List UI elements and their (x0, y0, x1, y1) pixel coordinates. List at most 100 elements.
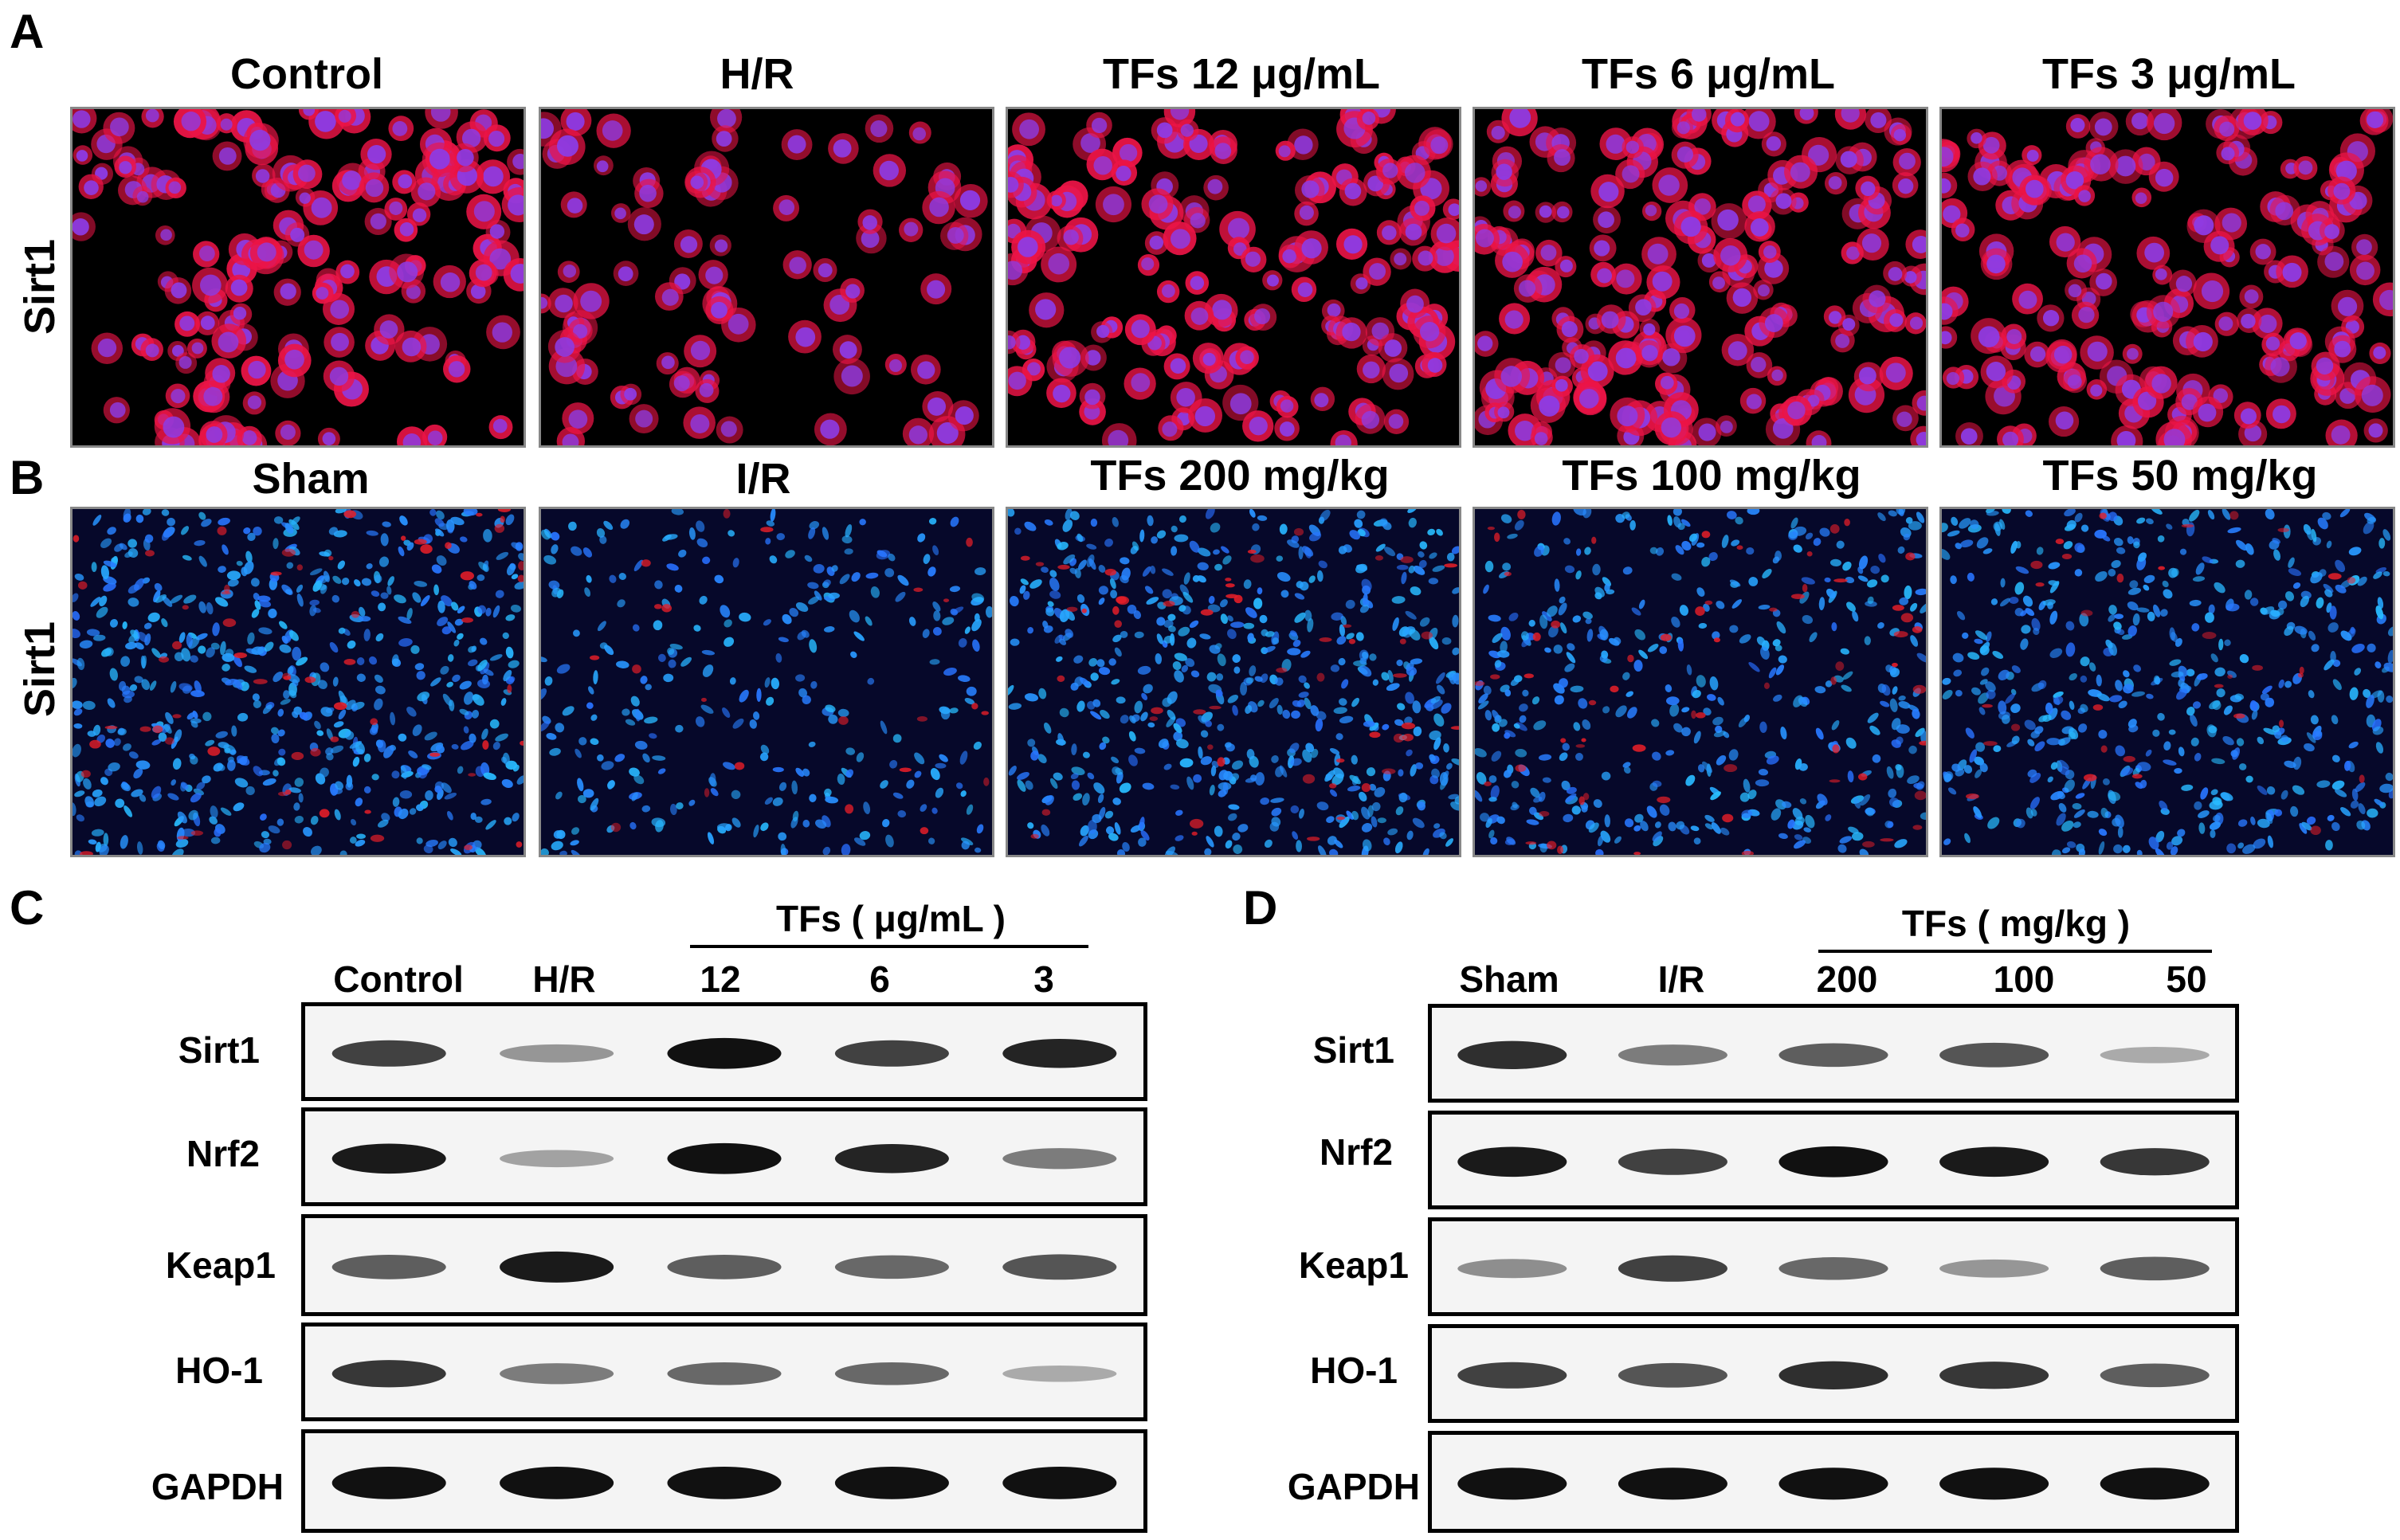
panel-a-image-3 (1006, 107, 1461, 448)
panel_c-band-4-2 (667, 1467, 782, 1499)
panel_c-band-0-3 (834, 1040, 949, 1067)
panel-c-lane-3: 12 (700, 958, 741, 1000)
panel-a-title-2: H/R (720, 50, 794, 98)
panel_c-band-1-1 (500, 1150, 614, 1168)
panel-c-lane-2: H/R (532, 958, 596, 1000)
panel-d-lane-5: 50 (2166, 958, 2207, 1000)
panel-c-lane-4: 6 (869, 958, 890, 1000)
panel_d-band-2-1 (1618, 1255, 1727, 1282)
panel-c-protein-gapdh: GAPDH (151, 1466, 284, 1507)
panel-d-blot-keap1 (1428, 1217, 2239, 1316)
panel-c-blot-nrf2 (301, 1107, 1147, 1206)
panel_c-band-2-2 (667, 1255, 782, 1279)
panel-a-title-5: TFs 3 μg/mL (2041, 50, 2296, 98)
panel_d-band-3-2 (1778, 1361, 1888, 1389)
panel_c-band-0-1 (500, 1044, 614, 1063)
panel_c-band-4-4 (1002, 1467, 1117, 1499)
panel-a-row-label: Sirt1 (16, 238, 64, 335)
panel-b-title-2: I/R (735, 455, 791, 503)
panel_c-band-1-4 (1002, 1148, 1117, 1170)
panel_c-band-0-4 (1002, 1039, 1117, 1068)
panel_c-band-1-2 (667, 1142, 782, 1174)
panel_d-band-3-4 (2100, 1363, 2210, 1388)
panel-d-lane-3: 200 (1816, 958, 1878, 1000)
panel_d-band-4-1 (1618, 1468, 1727, 1500)
panel-a-image-4 (1473, 107, 1928, 448)
panel_d-band-1-4 (2100, 1148, 2210, 1176)
panel_c-band-0-2 (667, 1037, 782, 1069)
panel_d-band-1-3 (1939, 1146, 2049, 1178)
panel_c-band-2-4 (1002, 1254, 1117, 1280)
panel-b-image-3 (1006, 507, 1461, 857)
panel_d-band-1-2 (1778, 1146, 1888, 1178)
panel_c-band-3-1 (500, 1363, 614, 1385)
panel-b-image-4 (1473, 507, 1928, 857)
panel-a-title-1: Control (230, 50, 383, 98)
panel-a-image-2 (539, 107, 994, 448)
panel_d-band-4-0 (1457, 1468, 1567, 1500)
panel-d-protein-ho1: HO-1 (1310, 1350, 1398, 1391)
panel_d-band-2-0 (1457, 1259, 1567, 1279)
panel_c-band-2-0 (331, 1255, 446, 1279)
panel-d-lane-1: Sham (1459, 958, 1559, 1000)
panel_d-band-3-0 (1457, 1362, 1567, 1389)
panel-d-lane-2: I/R (1657, 958, 1705, 1000)
panel-a-image-5 (1939, 107, 2395, 448)
panel_d-band-0-4 (2100, 1047, 2210, 1064)
panel-d-protein-sirt1: Sirt1 (1312, 1029, 1394, 1071)
panel_d-band-4-4 (2100, 1468, 2210, 1500)
panel_c-band-4-3 (834, 1467, 949, 1499)
panel_d-band-2-4 (2100, 1256, 2210, 1281)
panel-a-title-4: TFs 6 μg/mL (1581, 50, 1836, 98)
panel-b-row-label: Sirt1 (16, 621, 64, 718)
panel-d-protein-keap1: Keap1 (1298, 1244, 1409, 1286)
panel_d-band-3-1 (1618, 1362, 1727, 1388)
panel-d-group-label: TFs ( mg/kg ) (1901, 903, 2131, 944)
panel-a-image-1 (70, 107, 526, 448)
panel_d-band-0-2 (1778, 1043, 1888, 1068)
panel_d-band-0-3 (1939, 1042, 2049, 1068)
panel-c-group-line (690, 945, 1088, 948)
panel-d-protein-gapdh: GAPDH (1287, 1466, 1420, 1507)
panel-b-title-3: TFs 200 mg/kg (1090, 452, 1390, 500)
panel_d-band-0-1 (1618, 1044, 1727, 1066)
panel-c-blot-sirt1 (301, 1002, 1147, 1101)
panel_c-band-0-0 (331, 1040, 446, 1067)
panel-b-title-5: TFs 50 mg/kg (2042, 452, 2318, 500)
panel_d-band-1-1 (1618, 1148, 1727, 1175)
panel_d-band-2-2 (1778, 1257, 1888, 1280)
panel_d-band-2-3 (1939, 1259, 2049, 1278)
panel_c-band-2-3 (834, 1255, 949, 1279)
panel-d-blot-ho1 (1428, 1324, 2239, 1423)
panel-c-protein-keap1: Keap1 (165, 1244, 276, 1286)
panel-d-group-line (1818, 950, 2212, 953)
panel-c-group-label: TFs ( μg/mL ) (776, 898, 1006, 939)
panel_c-band-4-0 (331, 1467, 446, 1499)
panel_c-band-2-1 (500, 1251, 614, 1283)
panel_c-band-3-0 (331, 1360, 446, 1388)
panel-d-protein-nrf2: Nrf2 (1319, 1131, 1393, 1173)
panel-b-title-1: Sham (252, 455, 370, 503)
panel-a-title-3: TFs 12 μg/mL (1102, 50, 1381, 98)
panel-a-letter: A (10, 5, 45, 58)
panel-c-blot-keap1 (301, 1214, 1147, 1316)
panel_d-band-4-2 (1778, 1468, 1888, 1500)
panel_d-band-4-3 (1939, 1468, 2049, 1500)
panel_c-band-3-2 (667, 1362, 782, 1385)
panel-d-lane-4: 100 (1993, 958, 2055, 1000)
panel-c-lane-1: Control (333, 958, 464, 1000)
panel-d-blot-gapdh (1428, 1431, 2239, 1533)
panel-c-blot-gapdh (301, 1429, 1147, 1533)
panel-b-title-4: TFs 100 mg/kg (1562, 452, 1861, 500)
panel-d-blot-sirt1 (1428, 1004, 2239, 1103)
panel_d-band-1-0 (1457, 1146, 1567, 1178)
panel-c-protein-nrf2: Nrf2 (186, 1133, 260, 1174)
panel_c-band-1-3 (834, 1144, 949, 1174)
panel_c-band-3-3 (834, 1362, 949, 1385)
panel-b-image-1 (70, 507, 526, 857)
panel_c-band-1-0 (331, 1143, 446, 1174)
panel-d-letter: D (1243, 881, 1278, 935)
panel-b-letter: B (10, 451, 45, 504)
panel-c-protein-ho1: HO-1 (175, 1350, 263, 1391)
panel_d-band-3-3 (1939, 1362, 2049, 1389)
